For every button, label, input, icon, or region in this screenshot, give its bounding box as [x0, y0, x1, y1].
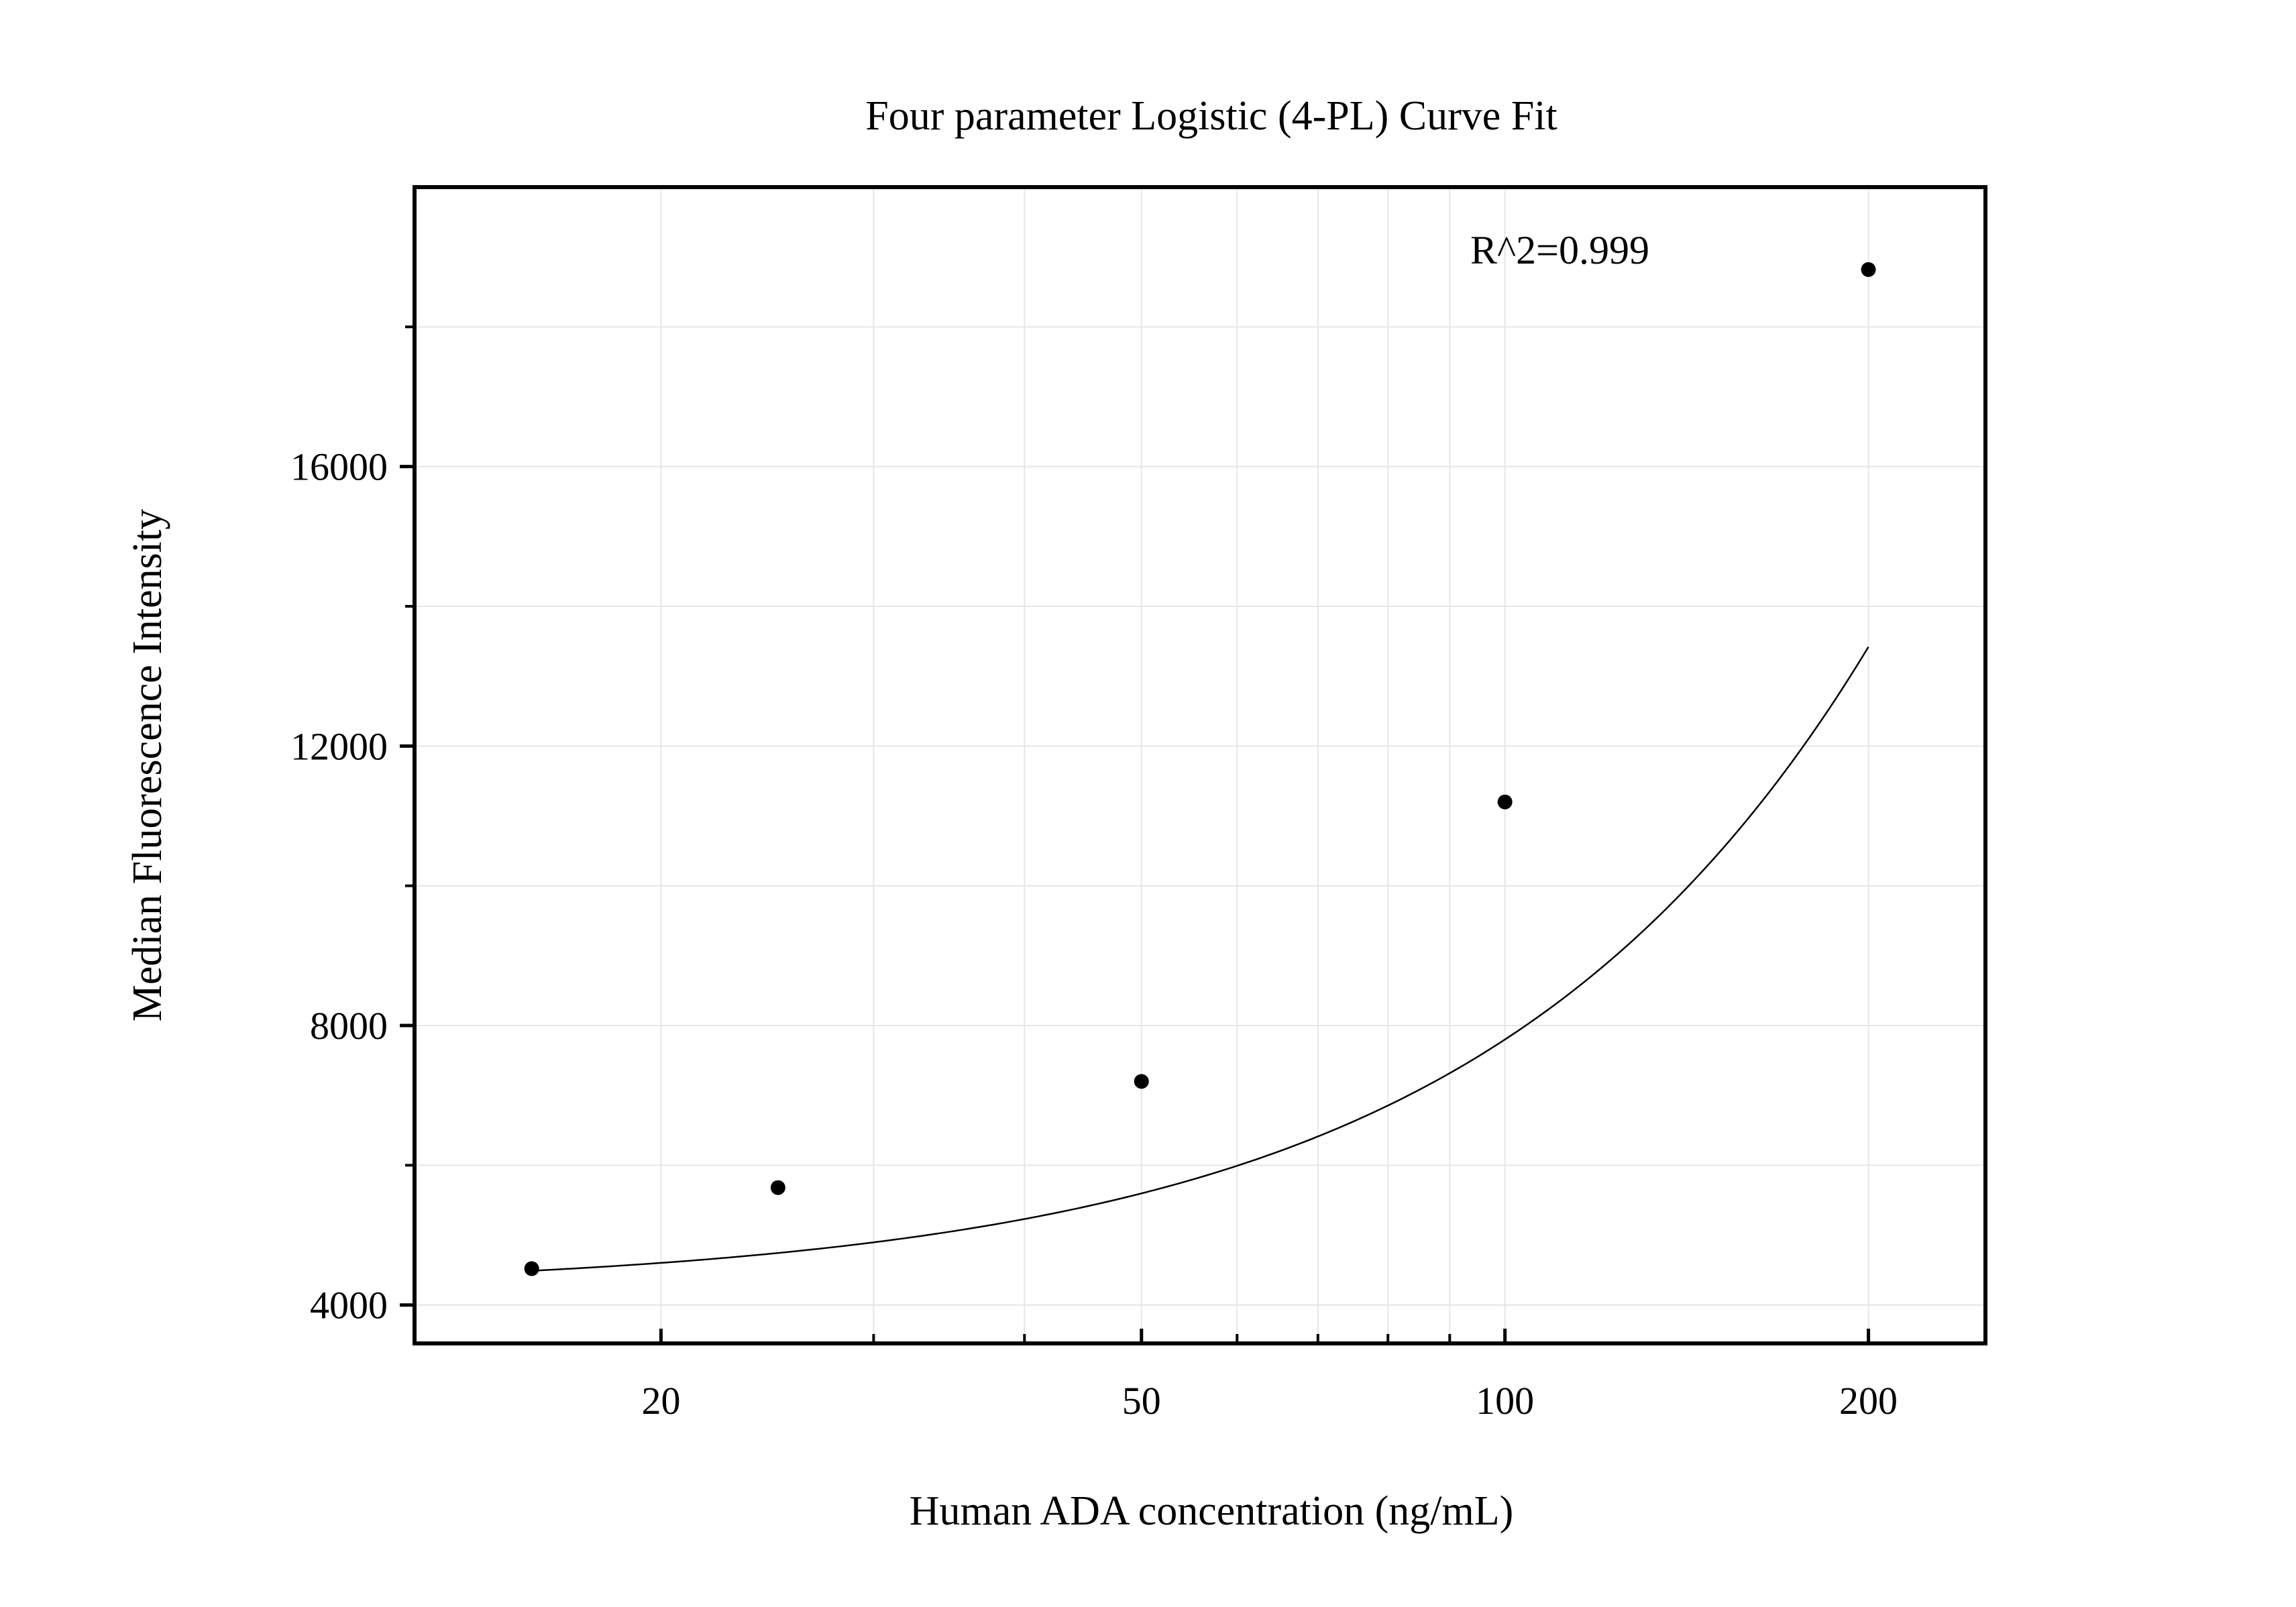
y-tick-label: 8000 — [310, 1004, 388, 1048]
y-tick-label: 4000 — [310, 1284, 388, 1327]
fit-curve — [531, 646, 1869, 1272]
r-squared-annotation: R^2=0.999 — [1470, 228, 1649, 272]
chart-title: Four parameter Logistic (4-PL) Curve Fit — [865, 93, 1557, 139]
grid-layer — [415, 187, 1985, 1343]
y-tick-label: 16000 — [290, 445, 388, 489]
x-axis-label: Human ADA concentration (ng/mL) — [910, 1488, 1514, 1534]
points-layer — [524, 262, 1876, 1276]
data-point — [1134, 1074, 1149, 1089]
data-point — [1861, 262, 1876, 277]
x-tick-label: 20 — [641, 1379, 680, 1423]
data-point — [1497, 794, 1513, 810]
y-axis-label: Median Fluorescence Intensity — [125, 509, 170, 1021]
curve-layer — [531, 646, 1869, 1272]
x-tick-label: 200 — [1839, 1379, 1898, 1423]
plot-frame — [413, 185, 1987, 1345]
tick-label-layer: 20 50 100 200 4000 8000 12000 16000 — [290, 445, 1898, 1423]
tick-layer — [400, 325, 1871, 1343]
x-tick-label: 100 — [1476, 1379, 1534, 1423]
y-tick-label: 12000 — [290, 724, 388, 768]
data-point — [524, 1261, 539, 1276]
data-point — [770, 1180, 785, 1195]
x-tick-label: 50 — [1122, 1379, 1161, 1423]
